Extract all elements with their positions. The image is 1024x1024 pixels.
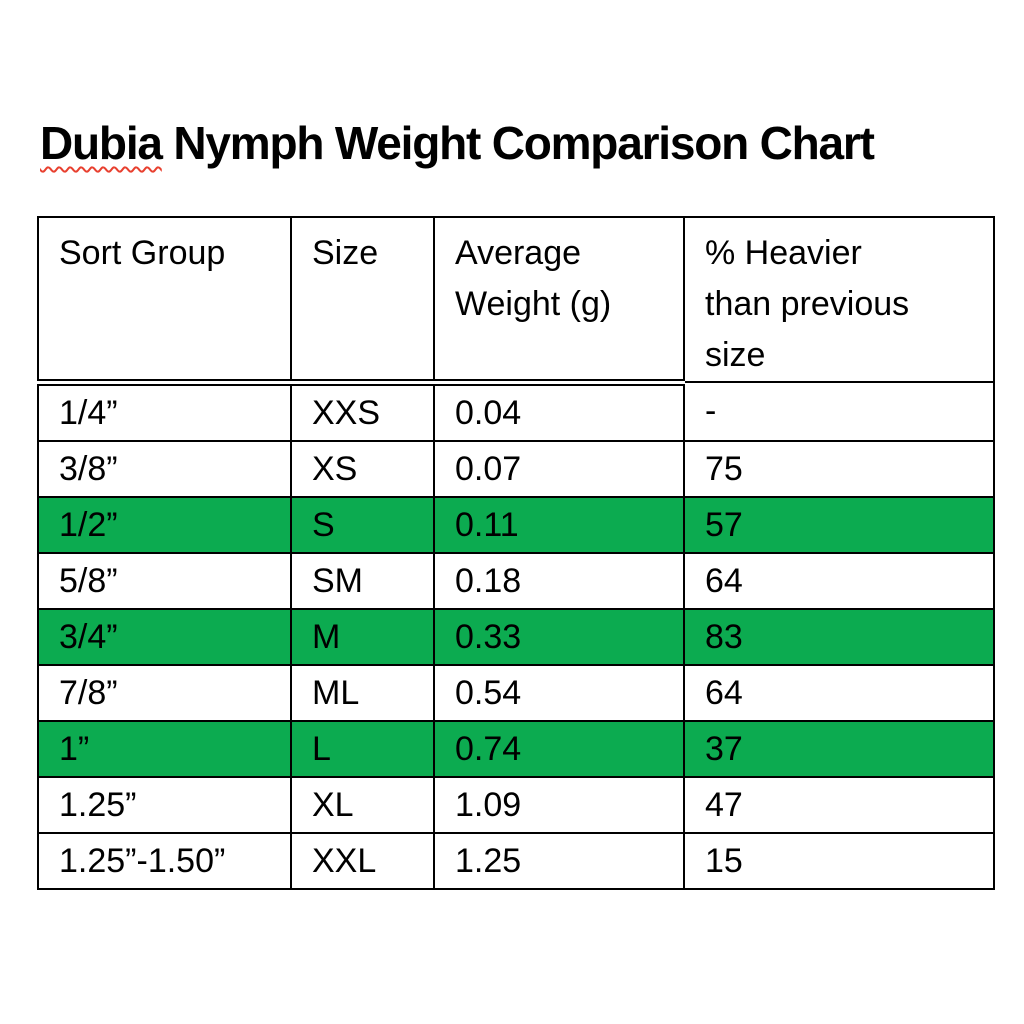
table-row: 3/8” XS 0.07 75 [37,439,995,498]
table-row: 1/4” XXS 0.04 - [37,381,995,442]
cell-size: L [290,719,435,778]
cell-size: M [290,607,435,666]
header-sort-group: Sort Group [37,216,292,386]
cell-size: XS [290,439,435,498]
page-title: Dubia Nymph Weight Comparison Chart [40,117,875,169]
cell-sort-group: 5/8” [37,551,292,610]
cell-sort-group: 1” [37,719,292,778]
cell-sort-group: 1.25” [37,775,292,834]
cell-size: XL [290,775,435,834]
table-header: Sort Group Size Average Weight (g) % Hea… [37,216,995,386]
table-row: 5/8” SM 0.18 64 [37,551,995,610]
cell-sort-group: 7/8” [37,663,292,722]
cell-sort-group: 1.25”-1.50” [37,831,292,890]
table-body: 1/4” XXS 0.04 - 3/8” XS 0.07 75 1/2” S 0… [37,381,995,890]
cell-size: ML [290,663,435,722]
cell-sort-group: 3/4” [37,607,292,666]
cell-avg-weight: 0.07 [433,439,685,498]
cell-pct-heavier: 15 [683,831,995,890]
cell-avg-weight: 0.33 [433,607,685,666]
cell-pct-heavier: 37 [683,719,995,778]
cell-sort-group: 1/2” [37,495,292,554]
cell-pct-heavier: 64 [683,663,995,722]
cell-size: SM [290,551,435,610]
cell-avg-weight: 0.11 [433,495,685,554]
cell-sort-group: 3/8” [37,439,292,498]
table-row: 1.25” XL 1.09 47 [37,775,995,834]
cell-pct-heavier: 47 [683,775,995,834]
header-avg-weight: Average Weight (g) [433,216,685,386]
cell-size: S [290,495,435,554]
cell-avg-weight: 0.74 [433,719,685,778]
cell-pct-heavier: 64 [683,551,995,610]
table-row: 7/8” ML 0.54 64 [37,663,995,722]
table-row: 1/2” S 0.11 57 [37,495,995,554]
header-pct-heavier: % Heavier than previous size [683,216,995,383]
cell-avg-weight: 1.25 [433,831,685,890]
cell-pct-heavier: 75 [683,439,995,498]
cell-pct-heavier: - [683,381,995,442]
cell-size: XXS [290,381,435,442]
cell-avg-weight: 1.09 [433,775,685,834]
header-size: Size [290,216,435,386]
cell-avg-weight: 0.04 [433,381,685,442]
cell-avg-weight: 0.18 [433,551,685,610]
cell-pct-heavier: 83 [683,607,995,666]
weight-comparison-table: Sort Group Size Average Weight (g) % Hea… [37,216,995,890]
misspelled-word-dubia: Dubia [40,117,163,169]
cell-size: XXL [290,831,435,890]
table-row: 1.25”-1.50” XXL 1.25 15 [37,831,995,890]
table-row: 3/4” M 0.33 83 [37,607,995,666]
cell-sort-group: 1/4” [37,381,292,442]
cell-pct-heavier: 57 [683,495,995,554]
header-row: Sort Group Size Average Weight (g) % Hea… [37,216,995,386]
page-title-rest: Nymph Weight Comparison Chart [161,117,875,169]
cell-avg-weight: 0.54 [433,663,685,722]
table-row: 1” L 0.74 37 [37,719,995,778]
